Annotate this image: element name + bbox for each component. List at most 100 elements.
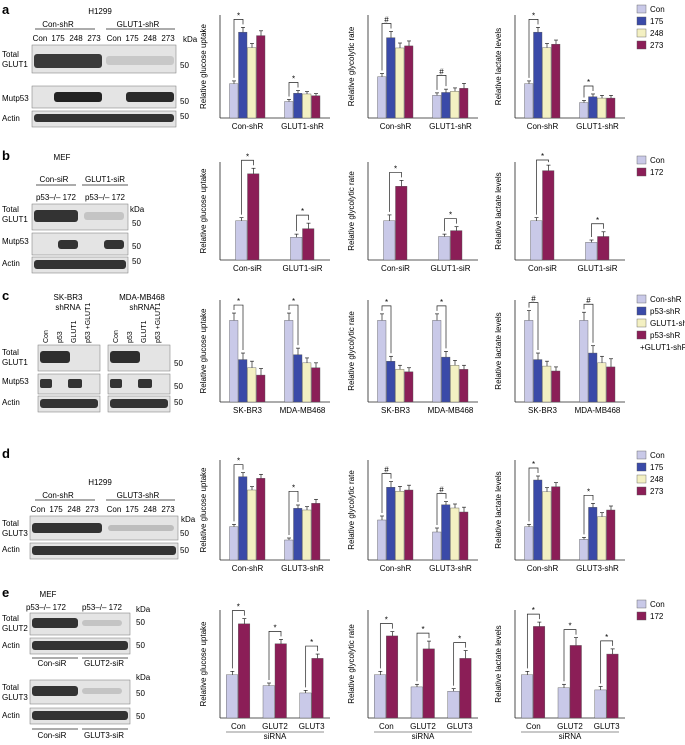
legend-swatch [636, 611, 647, 621]
chart-e-2: Relative glycolytic rate * Con * GLUT2 * GLUT3… [347, 610, 478, 741]
significance-mark: # [384, 466, 389, 475]
x-tick-label: Con-shR [232, 564, 264, 573]
legend-e: Con 172 [636, 599, 665, 621]
legend-label: p53-shR [650, 307, 680, 316]
x-tick-label: GLUT3 [299, 722, 325, 731]
x-tick-label: SK-BR3 [381, 406, 410, 415]
significance-bracket [583, 303, 594, 343]
blot-e-row-label: Total [2, 614, 19, 623]
y-axis-label: Relative glucose uptake [199, 621, 208, 706]
y-axis-label: Relative glycolytic rate [347, 26, 356, 106]
bar [588, 507, 598, 561]
bar [551, 370, 561, 403]
bar [383, 220, 396, 261]
blot-c-title: SK-BR3 [54, 293, 83, 302]
bar [256, 374, 266, 403]
blot-b-marker: 50 [132, 257, 141, 266]
y-axis-label: Relative glycolytic rate [347, 470, 356, 550]
bar [542, 170, 555, 261]
bar [524, 320, 534, 403]
bar [284, 101, 294, 119]
legend-label: p53-shR [650, 331, 680, 340]
significance-mark: * [440, 298, 443, 307]
bar [238, 623, 251, 719]
blot-b-kda: kDa [130, 205, 145, 214]
blot-c-marker: 50 [174, 359, 183, 368]
significance-bracket [536, 159, 549, 215]
bar [377, 320, 387, 403]
bar [597, 362, 607, 403]
x-tick-label: GLUT1-shR [281, 122, 324, 131]
x-group-label: siRNA [264, 732, 287, 741]
blot-a-group-1: Con-shR [42, 20, 74, 29]
bar [432, 320, 442, 403]
bar [247, 489, 257, 561]
bar [521, 674, 534, 719]
bar [606, 653, 619, 719]
legend-label: GLUT1-shR [650, 319, 685, 328]
significance-bracket [268, 631, 282, 681]
blot-a-lane: 273 [161, 34, 175, 43]
y-axis-label: Relative lactate levels [494, 28, 503, 105]
x-group-label: siRNA [559, 732, 582, 741]
legend-label: Con-shR [650, 295, 682, 304]
legend-swatch [636, 28, 647, 38]
chart-c-1: Relative glucose uptake * SK-BR3 * MDA-MB468 [199, 297, 330, 415]
bar [386, 635, 399, 719]
bar [542, 365, 552, 403]
significance-mark: * [587, 78, 590, 87]
x-tick-label: Con [379, 722, 394, 731]
significance-mark: * [246, 152, 249, 161]
y-axis-label: Relative glycolytic rate [347, 624, 356, 704]
significance-mark: * [301, 207, 304, 216]
blot-d-group-1: Con-shR [42, 491, 74, 500]
blot-d-lane: 248 [143, 505, 157, 514]
bar [588, 96, 598, 119]
chart-b-1: Relative glucose uptake * Con-siR * GLUT1-si… [199, 152, 330, 273]
x-tick-label: Con-siR [381, 264, 410, 273]
bar [226, 674, 239, 719]
legend-swatch [636, 167, 647, 177]
blot-c-marker: 50 [174, 382, 183, 391]
blot-e-row-label: Total [2, 683, 19, 692]
bar [404, 489, 414, 561]
bar [274, 643, 287, 719]
bar [386, 37, 396, 119]
bar [238, 31, 248, 119]
significance-bracket [416, 632, 430, 682]
bar [302, 509, 312, 561]
significance-bracket [231, 610, 245, 669]
bar [441, 356, 451, 403]
blot-d-lane: 273 [161, 505, 175, 514]
y-axis-label: Relative glycolytic rate [347, 311, 356, 391]
y-axis-label: Relative lactate levels [494, 625, 503, 702]
bar [386, 361, 396, 403]
x-tick-label: Con [526, 722, 541, 731]
legends: Con 175 248 273 Con 172 Con-shR p53-shR GLUT1-sh… [636, 4, 685, 621]
chart-b-2: Relative glycolytic rate * Con-siR * GLUT1-s… [347, 162, 478, 273]
significance-bracket [241, 159, 254, 215]
bar [533, 626, 546, 719]
significance-bracket [583, 85, 594, 98]
significance-bracket [288, 82, 299, 97]
blot-d-lane: 175 [49, 505, 63, 514]
bar [395, 47, 405, 119]
blot-c-lane: Con [113, 330, 120, 343]
bar [606, 509, 616, 561]
blot-a-lane: Con [107, 34, 122, 43]
blot-c-lane: p53 +GLUT1 [155, 303, 162, 343]
bar [579, 539, 589, 561]
bar [374, 674, 387, 719]
bar [284, 539, 294, 561]
significance-bracket [444, 218, 457, 232]
bar [606, 97, 616, 119]
bar [597, 516, 607, 561]
blot-b-title: MEF [54, 153, 71, 162]
blot-b-lane: p53–/– 172 [85, 193, 126, 202]
significance-bracket [600, 640, 614, 684]
blot-c-lane: p53 [57, 331, 64, 343]
blot-e-marker: 50 [136, 712, 145, 721]
x-tick-label: Con-siR [233, 264, 262, 273]
y-axis-label: Relative lactate levels [494, 172, 503, 249]
blot-d-lane-labels: Con 175 248 273 Con 175 248 273 [31, 505, 176, 514]
